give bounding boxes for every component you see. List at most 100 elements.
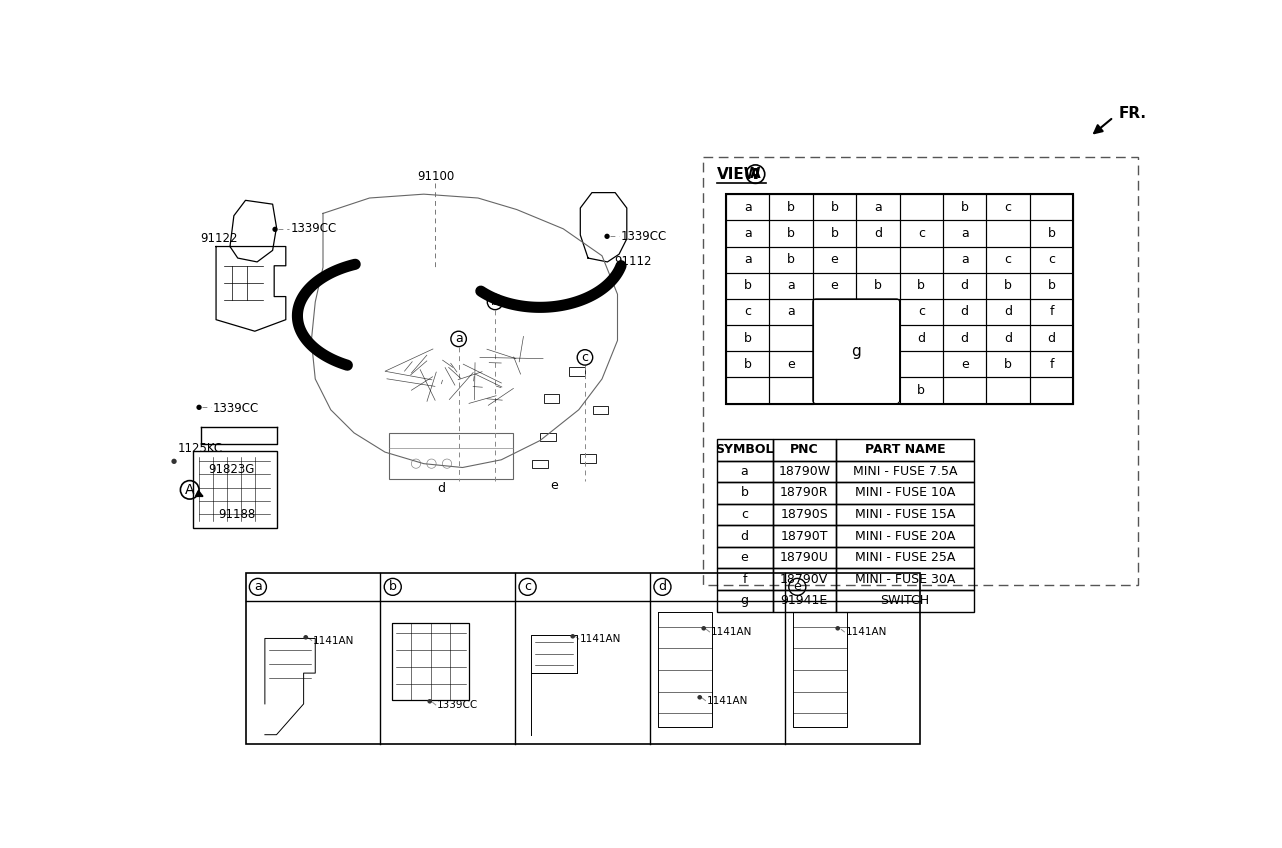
Bar (717, 439, 773, 460)
Text: b: b (744, 279, 751, 293)
Text: d: d (741, 529, 749, 543)
Text: a: a (254, 580, 262, 594)
Bar (836, 568, 974, 590)
Bar (773, 547, 836, 568)
Bar (769, 325, 813, 351)
Bar (813, 273, 856, 298)
Text: 18790V: 18790V (781, 572, 828, 586)
Text: a: a (787, 305, 795, 319)
Text: 18790U: 18790U (779, 551, 828, 564)
Bar (592, 406, 608, 415)
Text: b: b (787, 227, 795, 240)
Text: c: c (1005, 253, 1011, 266)
Text: 1141AN: 1141AN (706, 696, 749, 706)
Bar (717, 483, 773, 504)
Bar (836, 525, 974, 547)
Text: b: b (787, 253, 795, 266)
Bar (717, 590, 773, 611)
Bar (773, 525, 836, 547)
Bar (900, 351, 944, 377)
Text: 18790S: 18790S (781, 508, 828, 521)
Text: c: c (582, 351, 588, 364)
Text: b: b (388, 580, 396, 594)
Bar (544, 394, 559, 403)
Bar (836, 590, 974, 611)
Bar (773, 568, 836, 590)
Text: b: b (831, 227, 838, 240)
Bar (856, 247, 900, 273)
Text: PART NAME: PART NAME (865, 444, 945, 456)
Text: e: e (741, 551, 749, 564)
Text: A: A (185, 483, 195, 497)
Text: MINI - FUSE 20A: MINI - FUSE 20A (855, 529, 955, 543)
Text: ●: ● (700, 626, 705, 631)
Text: b: b (918, 279, 926, 293)
Bar (192, 450, 277, 527)
Bar (245, 573, 919, 744)
Bar (769, 247, 813, 273)
Bar (856, 194, 900, 220)
Text: d: d (918, 332, 926, 344)
Text: MINI - FUSE 15A: MINI - FUSE 15A (855, 508, 955, 521)
Bar (540, 432, 555, 441)
Text: PNC: PNC (790, 444, 819, 456)
Bar (726, 377, 769, 404)
Bar (569, 367, 585, 376)
Bar (392, 623, 469, 700)
Text: d: d (960, 332, 969, 344)
Bar (1029, 220, 1073, 247)
Text: ●: ● (604, 232, 610, 239)
Text: ●: ● (835, 626, 841, 631)
Text: d: d (960, 279, 969, 293)
Text: a: a (874, 201, 882, 214)
Text: c: c (918, 305, 924, 319)
Text: c: c (741, 508, 749, 521)
Bar (769, 377, 813, 404)
Text: b: b (918, 384, 926, 397)
Bar (726, 220, 769, 247)
Bar (836, 504, 974, 525)
Text: a: a (744, 253, 751, 266)
Bar (944, 377, 986, 404)
Bar (944, 273, 986, 298)
Bar (856, 273, 900, 298)
Text: ●: ● (696, 695, 701, 700)
Text: b: b (831, 201, 838, 214)
Bar (769, 273, 813, 298)
Bar (986, 325, 1029, 351)
Text: ●: ● (272, 226, 278, 232)
Bar (769, 194, 813, 220)
Bar (813, 247, 856, 273)
Text: 1339CC: 1339CC (620, 230, 667, 243)
Bar (726, 325, 769, 351)
Bar (944, 325, 986, 351)
Bar (900, 247, 944, 273)
Text: f: f (1049, 358, 1054, 371)
Bar (773, 590, 836, 611)
Bar (1029, 298, 1073, 325)
Text: MINI - FUSE 30A: MINI - FUSE 30A (855, 572, 955, 586)
Bar (986, 273, 1029, 298)
Text: d: d (1047, 332, 1055, 344)
Bar (1029, 325, 1073, 351)
Text: g: g (741, 594, 749, 607)
Text: c: c (1047, 253, 1055, 266)
Text: d: d (1004, 305, 1011, 319)
Text: MINI - FUSE 7.5A: MINI - FUSE 7.5A (853, 465, 958, 478)
Bar (769, 351, 813, 377)
Text: g: g (851, 343, 862, 359)
Bar (836, 483, 974, 504)
Bar (1029, 351, 1073, 377)
Text: c: c (744, 305, 751, 319)
Text: e: e (960, 358, 969, 371)
Text: 1339CC: 1339CC (291, 222, 337, 235)
Bar (717, 504, 773, 525)
Text: 1141AN: 1141AN (313, 636, 354, 646)
Bar (900, 273, 944, 298)
Bar (388, 432, 513, 479)
Bar (726, 351, 769, 377)
Bar (900, 298, 944, 325)
Text: d: d (960, 305, 969, 319)
Bar (726, 194, 769, 220)
Bar (813, 220, 856, 247)
